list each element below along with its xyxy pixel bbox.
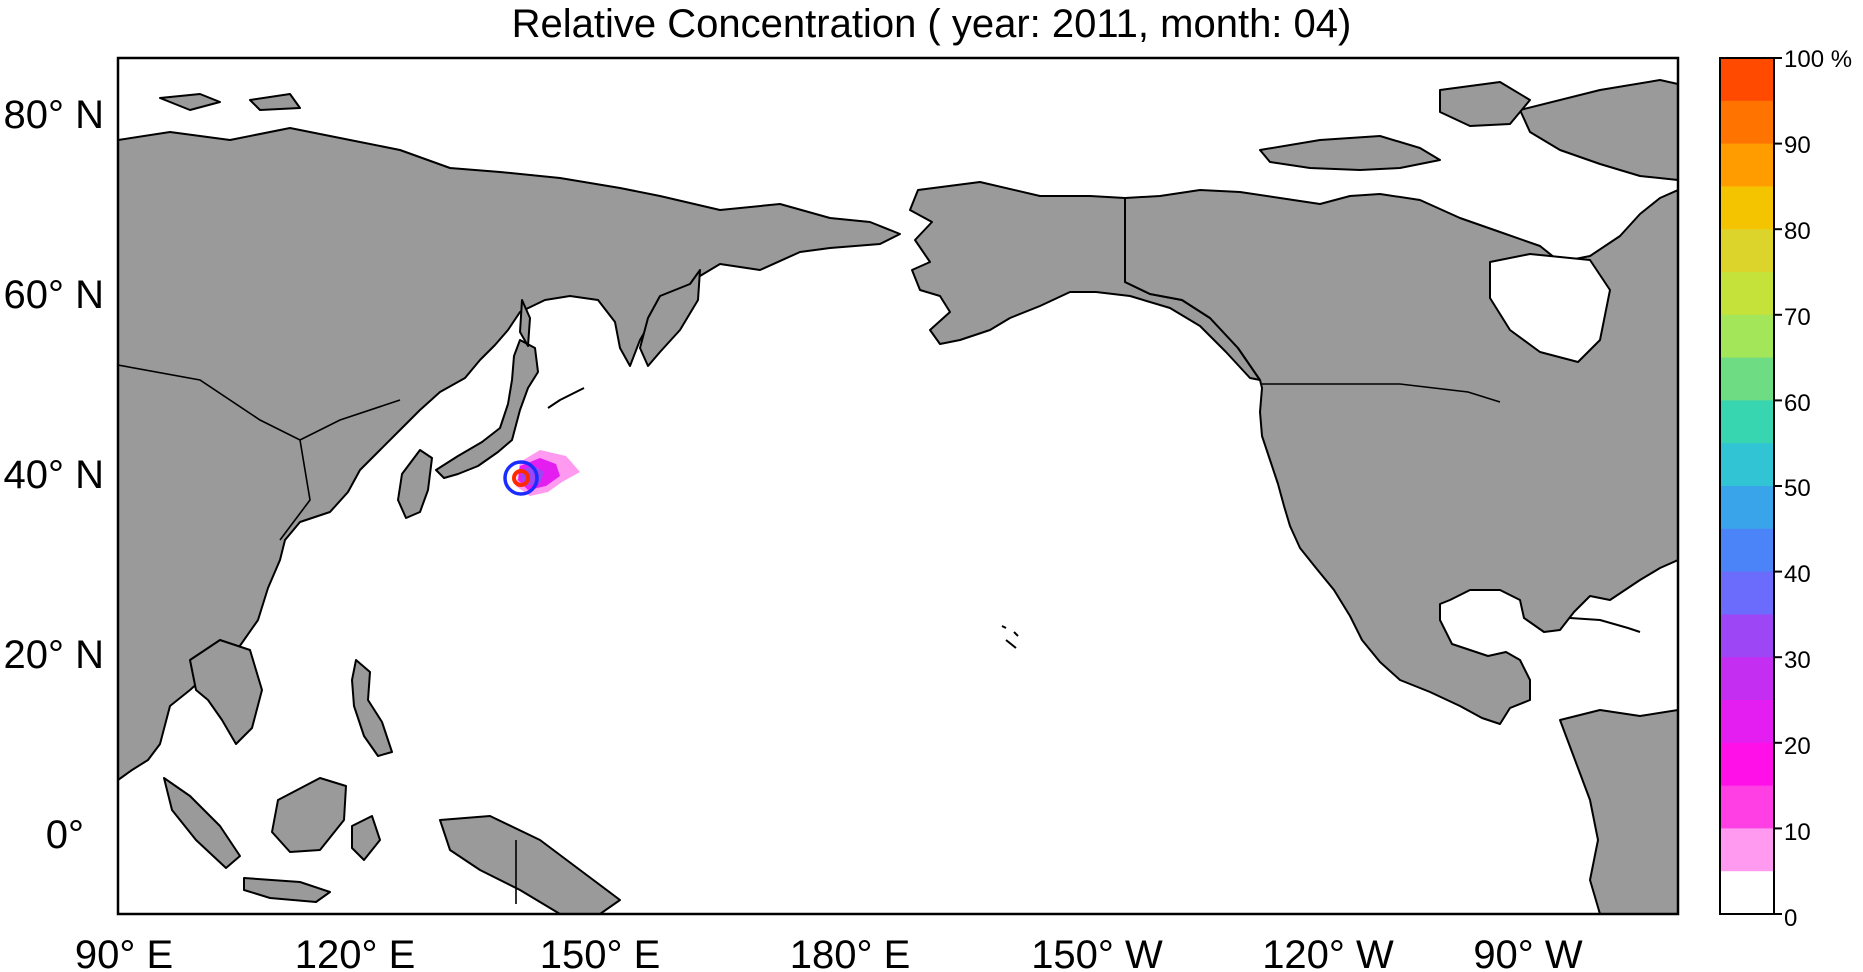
cb-label-90: 90 (1784, 132, 1811, 159)
cb-label-100: 100 % (1784, 46, 1852, 73)
cb-label-70: 70 (1784, 304, 1811, 331)
source-outer-ring (503, 460, 539, 496)
java-island (243, 877, 331, 903)
cb-label-40: 40 (1784, 561, 1811, 588)
lon-tick-150w: 150° W (1031, 933, 1163, 972)
south-america-landmass (1559, 709, 1678, 914)
caribbean-islands (1569, 617, 1641, 633)
colorbar-segment (1720, 143, 1774, 187)
cb-label-80: 80 (1784, 218, 1811, 245)
longitude-axis: 90° E 120° E 150° E 180° E 150° W 120° W… (75, 933, 1583, 972)
sulawesi-island (351, 815, 381, 861)
cb-label-60: 60 (1784, 390, 1811, 417)
map-frame (116, 56, 1680, 916)
us-canada-border (1262, 383, 1501, 403)
colorbar-segment (1720, 486, 1774, 530)
indochina-peninsula (189, 639, 263, 745)
hawaii-islands (1001, 625, 1019, 649)
colorbar-segment (1720, 742, 1774, 787)
source-inner-ring (512, 469, 530, 487)
kuril-islands (547, 387, 585, 409)
colorbar-segment (1720, 272, 1774, 316)
colorbar-segment (1720, 785, 1774, 829)
lat-tick-60: 60° N (4, 273, 105, 317)
lon-tick-120e: 120° E (295, 933, 416, 972)
colorbar-segment (1720, 400, 1774, 444)
colorbar (1719, 57, 1782, 915)
lon-tick-90e: 90° E (75, 933, 173, 972)
cb-label-30: 30 (1784, 647, 1811, 674)
cb-label-10: 10 (1784, 819, 1811, 846)
asia-landmass (118, 127, 901, 781)
colorbar-segment (1720, 443, 1774, 487)
colorbar-segment (1720, 100, 1774, 145)
lon-tick-180e: 180° E (790, 933, 911, 972)
lon-tick-90w: 90° W (1473, 933, 1583, 972)
colorbar-segment (1720, 58, 1774, 102)
colorbar-segment (1720, 314, 1774, 359)
greenland-edge (1519, 79, 1678, 181)
colorbar-segment (1720, 828, 1774, 872)
japan-islands (435, 339, 539, 479)
colorbar-segment (1720, 871, 1774, 915)
baffin-island (1439, 81, 1531, 127)
land-masses (118, 79, 1678, 914)
colorbar-segment (1720, 186, 1774, 230)
lat-tick-0: 0° (46, 813, 84, 857)
cb-label-0: 0 (1784, 905, 1797, 932)
korea-peninsula (397, 449, 433, 519)
siberian-islands (159, 93, 301, 111)
new-guinea-island (439, 815, 621, 914)
sumatra-island (163, 777, 241, 869)
chart-title: Relative Concentration ( year: 2011, mon… (511, 2, 1352, 46)
latitude-axis: 80° N 60° N 40° N 20° N 0° (4, 93, 105, 857)
philippines-islands (351, 659, 393, 757)
colorbar-segment (1720, 357, 1774, 401)
lon-tick-120w: 120° W (1262, 933, 1394, 972)
colorbar-labels: 100 % 90 80 70 60 50 40 30 20 10 0 (1784, 46, 1852, 932)
lat-tick-40: 40° N (4, 453, 105, 497)
asia-internal-borders (118, 364, 401, 541)
lat-tick-20: 20° N (4, 633, 105, 677)
borneo-island (271, 777, 347, 853)
colorbar-segment (1720, 571, 1774, 615)
hudson-bay (1489, 253, 1611, 363)
colorbar-segment (1720, 528, 1774, 573)
colorbar-segment (1720, 657, 1774, 701)
borders (118, 198, 1501, 904)
source-marker (503, 460, 539, 496)
colorbar-segment (1720, 614, 1774, 658)
cb-label-20: 20 (1784, 733, 1811, 760)
lat-tick-80: 80° N (4, 93, 105, 137)
cb-label-50: 50 (1784, 475, 1811, 502)
arctic-islands (1259, 135, 1441, 171)
lon-tick-150e: 150° E (540, 933, 661, 972)
sakhalin-island (519, 299, 531, 347)
colorbar-segment (1720, 700, 1774, 744)
kamchatka-peninsula (639, 269, 701, 367)
colorbar-segment (1720, 229, 1774, 273)
